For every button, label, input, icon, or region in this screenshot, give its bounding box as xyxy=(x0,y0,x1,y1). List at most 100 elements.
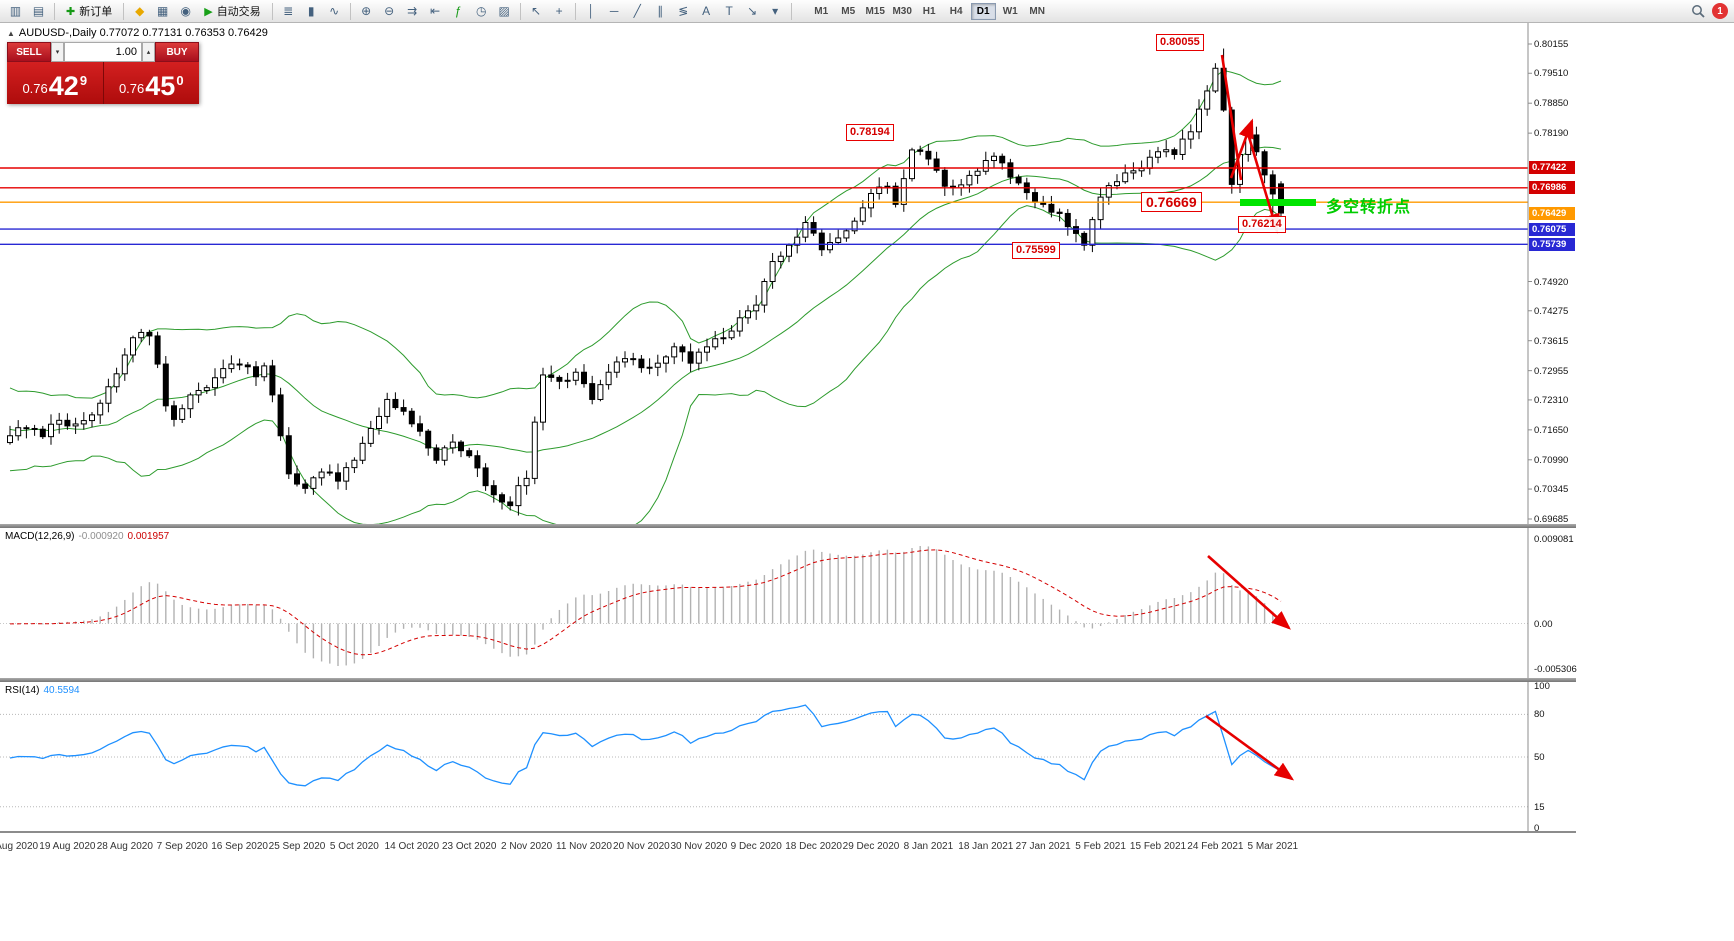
chart-macd-splitter[interactable] xyxy=(0,524,1576,528)
crosshair-icon[interactable]: + xyxy=(549,2,570,21)
timeframe-d1[interactable]: D1 xyxy=(970,2,996,20)
trade-controls-row: SELL ▾ ▴ BUY xyxy=(7,42,199,62)
price-annotation-label[interactable]: 0.76214 xyxy=(1238,216,1286,233)
sell-price-tile[interactable]: 0.76 42 9 xyxy=(7,62,104,104)
new-order-button[interactable]: ✚ 新订单 xyxy=(60,2,118,21)
symbol-ohlc-text: AUDUSD-,Daily 0.77072 0.77131 0.76353 0.… xyxy=(18,27,268,39)
buy-price-big: 45 xyxy=(145,71,176,101)
cursor-icon[interactable]: ↖ xyxy=(526,2,547,21)
candlesticks xyxy=(7,48,1284,516)
collapse-chart-icon[interactable]: ▲ xyxy=(7,28,15,38)
price-annotation-label[interactable]: 0.80055 xyxy=(1156,34,1204,51)
templates-icon-glyph: ▨ xyxy=(498,4,510,18)
metaeditor-icon-glyph: ◆ xyxy=(135,4,145,18)
trendline-icon[interactable]: ╱ xyxy=(627,2,648,21)
timeframe-m30[interactable]: M30 xyxy=(892,5,912,17)
periods-icon-glyph: ◷ xyxy=(475,4,487,18)
shapes-dropdown-icon[interactable]: ▾ xyxy=(765,2,786,21)
trend-arrow[interactable] xyxy=(1207,555,1291,630)
buy-price-tile[interactable]: 0.76 45 0 xyxy=(103,62,199,104)
toolbar-separator xyxy=(349,2,351,20)
toolbar-separator xyxy=(790,2,792,20)
rsi-plot xyxy=(0,704,1528,808)
arrows-tool-icon-glyph: ↘ xyxy=(747,4,758,18)
macd-rsi-splitter[interactable] xyxy=(0,678,1576,682)
horizontal-line-icon[interactable]: ─ xyxy=(604,2,625,21)
trend-arrow[interactable] xyxy=(1205,714,1295,781)
zoom-out-icon[interactable]: ⊖ xyxy=(379,2,400,21)
shapes-dropdown-icon-glyph: ▾ xyxy=(772,4,779,18)
arrows-tool-icon[interactable]: ↘ xyxy=(742,2,763,21)
time-axis[interactable] xyxy=(0,833,1576,857)
bar-chart-icon[interactable]: ≣ xyxy=(278,2,299,21)
buy-price-pip: 0 xyxy=(176,73,184,88)
timeframe-m5[interactable]: M5 xyxy=(841,5,856,17)
zoom-in-icon[interactable]: ⊕ xyxy=(356,2,377,21)
toolbar-separator xyxy=(574,2,576,20)
navigator-icon[interactable]: ◉ xyxy=(175,2,196,21)
trend-arrow[interactable] xyxy=(1244,126,1280,234)
turning-point-highlight-bar[interactable] xyxy=(1240,199,1316,206)
symbol-ohlc-title: ▲ AUDUSD-,Daily 0.77072 0.77131 0.76353 … xyxy=(7,27,268,39)
text-icon-glyph: A xyxy=(702,4,711,18)
indicators-icon[interactable]: ƒ xyxy=(448,2,469,21)
search-icon[interactable] xyxy=(1691,4,1706,19)
macd-signal-line xyxy=(9,549,1282,656)
sell-button[interactable]: SELL xyxy=(7,42,51,62)
timeframe-toolbar: M1 M5 M15 M30 H1 H4 D1 W1 MN xyxy=(808,2,1051,20)
buy-price-prefix: 0.76 xyxy=(118,81,145,96)
notification-badge[interactable]: 1 xyxy=(1712,3,1728,19)
candlestick-chart-icon-glyph: ▮ xyxy=(307,4,315,18)
bar-chart-icon-glyph: ≣ xyxy=(283,4,294,18)
timeframe-w1[interactable]: W1 xyxy=(1002,5,1018,17)
channel-icon[interactable]: ∥ xyxy=(650,2,671,21)
new-chart-icon[interactable]: ▥ xyxy=(5,2,26,21)
autotrading-glyph: ▶ xyxy=(204,5,213,18)
fibonacci-icon-glyph: ≶ xyxy=(678,4,689,18)
metaeditor-icon[interactable]: ◆ xyxy=(129,2,150,21)
auto-scroll-icon[interactable]: ⇉ xyxy=(402,2,423,21)
autotrading-button[interactable]: ▶ 自动交易 xyxy=(198,2,266,21)
timeframe-h4[interactable]: H4 xyxy=(949,5,963,17)
sell-price-pip: 9 xyxy=(79,73,88,88)
trend-arrow[interactable] xyxy=(1229,118,1254,179)
periods-icon[interactable]: ◷ xyxy=(471,2,492,21)
time-axis-border xyxy=(0,831,1576,833)
text-label-icon-glyph: T xyxy=(725,4,733,18)
market-watch-icon[interactable]: ▦ xyxy=(152,2,173,21)
price-annotation-label[interactable]: 0.78194 xyxy=(846,124,894,141)
turning-point-annotation-text[interactable]: 多空转折点 xyxy=(1326,199,1412,216)
buy-button[interactable]: BUY xyxy=(155,42,199,62)
macd-signal-value: 0.001957 xyxy=(127,531,170,542)
profiles-icon[interactable]: ▤ xyxy=(28,2,49,21)
price-scale[interactable] xyxy=(1528,23,1576,831)
chart-shift-icon[interactable]: ⇤ xyxy=(425,2,446,21)
price-annotation-label[interactable]: 0.76669 xyxy=(1141,192,1202,212)
channel-icon-glyph: ∥ xyxy=(657,4,664,18)
macd-indicator-label: MACD(12,26,9) -0.000920 0.001957 xyxy=(5,531,169,542)
new-order-button-label: 新订单 xyxy=(79,6,113,18)
timeframe-m1[interactable]: M1 xyxy=(814,5,829,17)
main-toolbar: ▥ ▤ ✚ 新订单 ◆ ▦ ◉ ▶ 自动交易 ≣ ▮ ∿ ⊕ ⊖ ⇉ ⇤ ƒ ◷ ▨ ↖ + │ ─ ╱ ∥ ≶ A T ↘ ▾ M1 M5 M… xyxy=(0,0,1734,23)
macd-main-value: -0.000920 xyxy=(78,531,124,542)
rsi-indicator-label: RSI(14) 40.5594 xyxy=(5,685,80,696)
volume-input[interactable] xyxy=(64,42,142,62)
toolbar-separator xyxy=(271,2,273,20)
templates-icon[interactable]: ▨ xyxy=(494,2,515,21)
volume-up-spinner[interactable]: ▴ xyxy=(142,42,155,62)
line-chart-icon-glyph: ∿ xyxy=(329,4,340,18)
timeframe-mn[interactable]: MN xyxy=(1029,5,1045,17)
price-annotation-label[interactable]: 0.75599 xyxy=(1012,242,1060,259)
fibonacci-icon[interactable]: ≶ xyxy=(673,2,694,21)
text-label-icon[interactable]: T xyxy=(719,2,740,21)
timeframe-m15[interactable]: M15 xyxy=(865,5,885,17)
vertical-line-icon[interactable]: │ xyxy=(581,2,602,21)
line-chart-icon[interactable]: ∿ xyxy=(324,2,345,21)
timeframe-h1[interactable]: H1 xyxy=(922,5,936,17)
text-icon[interactable]: A xyxy=(696,2,717,21)
volume-down-spinner[interactable]: ▾ xyxy=(51,42,64,62)
candlestick-chart-icon[interactable]: ▮ xyxy=(301,2,322,21)
toolbar-separator xyxy=(519,2,521,20)
toolbar-separator xyxy=(123,2,125,20)
